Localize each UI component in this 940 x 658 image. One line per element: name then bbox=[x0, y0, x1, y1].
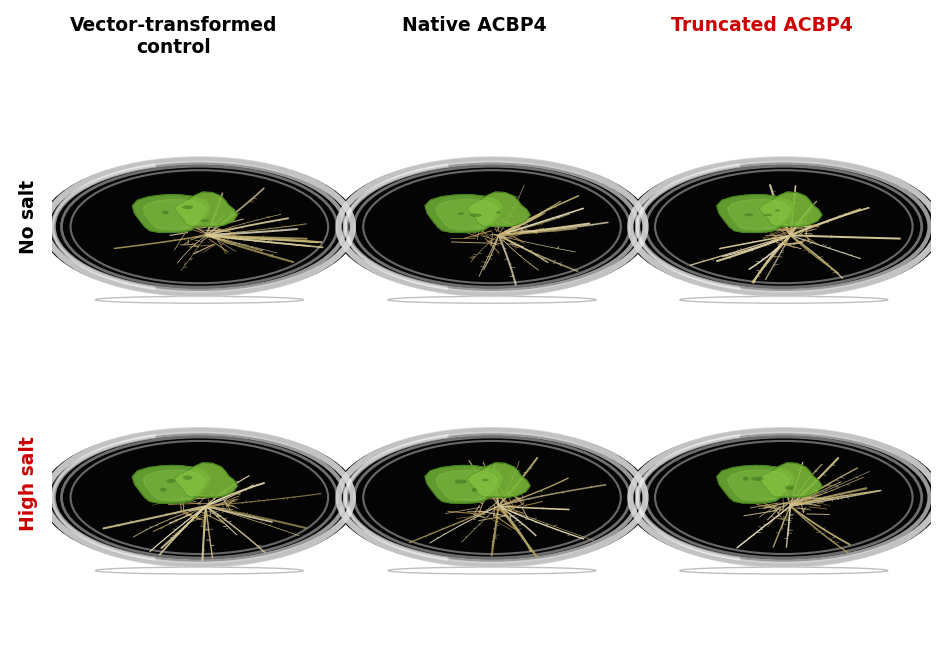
Ellipse shape bbox=[775, 209, 780, 212]
Ellipse shape bbox=[182, 205, 193, 209]
Polygon shape bbox=[425, 195, 502, 232]
Polygon shape bbox=[143, 470, 205, 500]
Ellipse shape bbox=[481, 479, 490, 481]
Polygon shape bbox=[759, 463, 822, 497]
Polygon shape bbox=[728, 199, 790, 230]
Ellipse shape bbox=[200, 219, 210, 222]
Ellipse shape bbox=[744, 213, 753, 216]
Ellipse shape bbox=[365, 170, 619, 283]
Ellipse shape bbox=[162, 211, 168, 215]
Ellipse shape bbox=[40, 428, 358, 567]
Text: Vector-transformed
control: Vector-transformed control bbox=[70, 16, 277, 57]
Polygon shape bbox=[143, 199, 205, 230]
Polygon shape bbox=[133, 465, 210, 503]
Ellipse shape bbox=[625, 428, 940, 567]
Polygon shape bbox=[133, 195, 210, 232]
Text: Truncated ACBP4: Truncated ACBP4 bbox=[670, 16, 853, 36]
Ellipse shape bbox=[625, 157, 940, 296]
Ellipse shape bbox=[656, 442, 911, 553]
Ellipse shape bbox=[743, 476, 748, 480]
Ellipse shape bbox=[656, 170, 911, 283]
Polygon shape bbox=[174, 463, 238, 497]
Ellipse shape bbox=[763, 214, 773, 216]
Ellipse shape bbox=[71, 442, 327, 553]
Ellipse shape bbox=[470, 213, 482, 217]
Polygon shape bbox=[717, 465, 794, 503]
Ellipse shape bbox=[334, 428, 650, 567]
Polygon shape bbox=[717, 195, 794, 232]
Bar bbox=[860, 637, 883, 640]
Polygon shape bbox=[728, 470, 790, 500]
Polygon shape bbox=[467, 463, 530, 497]
Polygon shape bbox=[759, 192, 822, 226]
Polygon shape bbox=[467, 192, 530, 226]
Text: High salt: High salt bbox=[19, 436, 38, 531]
Ellipse shape bbox=[458, 213, 464, 215]
Ellipse shape bbox=[365, 442, 619, 553]
Ellipse shape bbox=[751, 477, 764, 481]
Text: No salt: No salt bbox=[19, 180, 38, 254]
Polygon shape bbox=[425, 465, 502, 503]
Text: Native ACBP4: Native ACBP4 bbox=[402, 16, 547, 36]
Ellipse shape bbox=[71, 170, 327, 283]
Ellipse shape bbox=[472, 488, 477, 492]
Ellipse shape bbox=[334, 157, 650, 296]
Ellipse shape bbox=[160, 488, 166, 492]
Ellipse shape bbox=[495, 211, 501, 214]
Polygon shape bbox=[174, 192, 238, 226]
Polygon shape bbox=[436, 470, 497, 500]
Ellipse shape bbox=[454, 480, 467, 484]
Ellipse shape bbox=[166, 479, 176, 483]
Ellipse shape bbox=[182, 476, 192, 480]
Polygon shape bbox=[436, 199, 497, 230]
Ellipse shape bbox=[40, 157, 358, 296]
Ellipse shape bbox=[785, 486, 794, 490]
